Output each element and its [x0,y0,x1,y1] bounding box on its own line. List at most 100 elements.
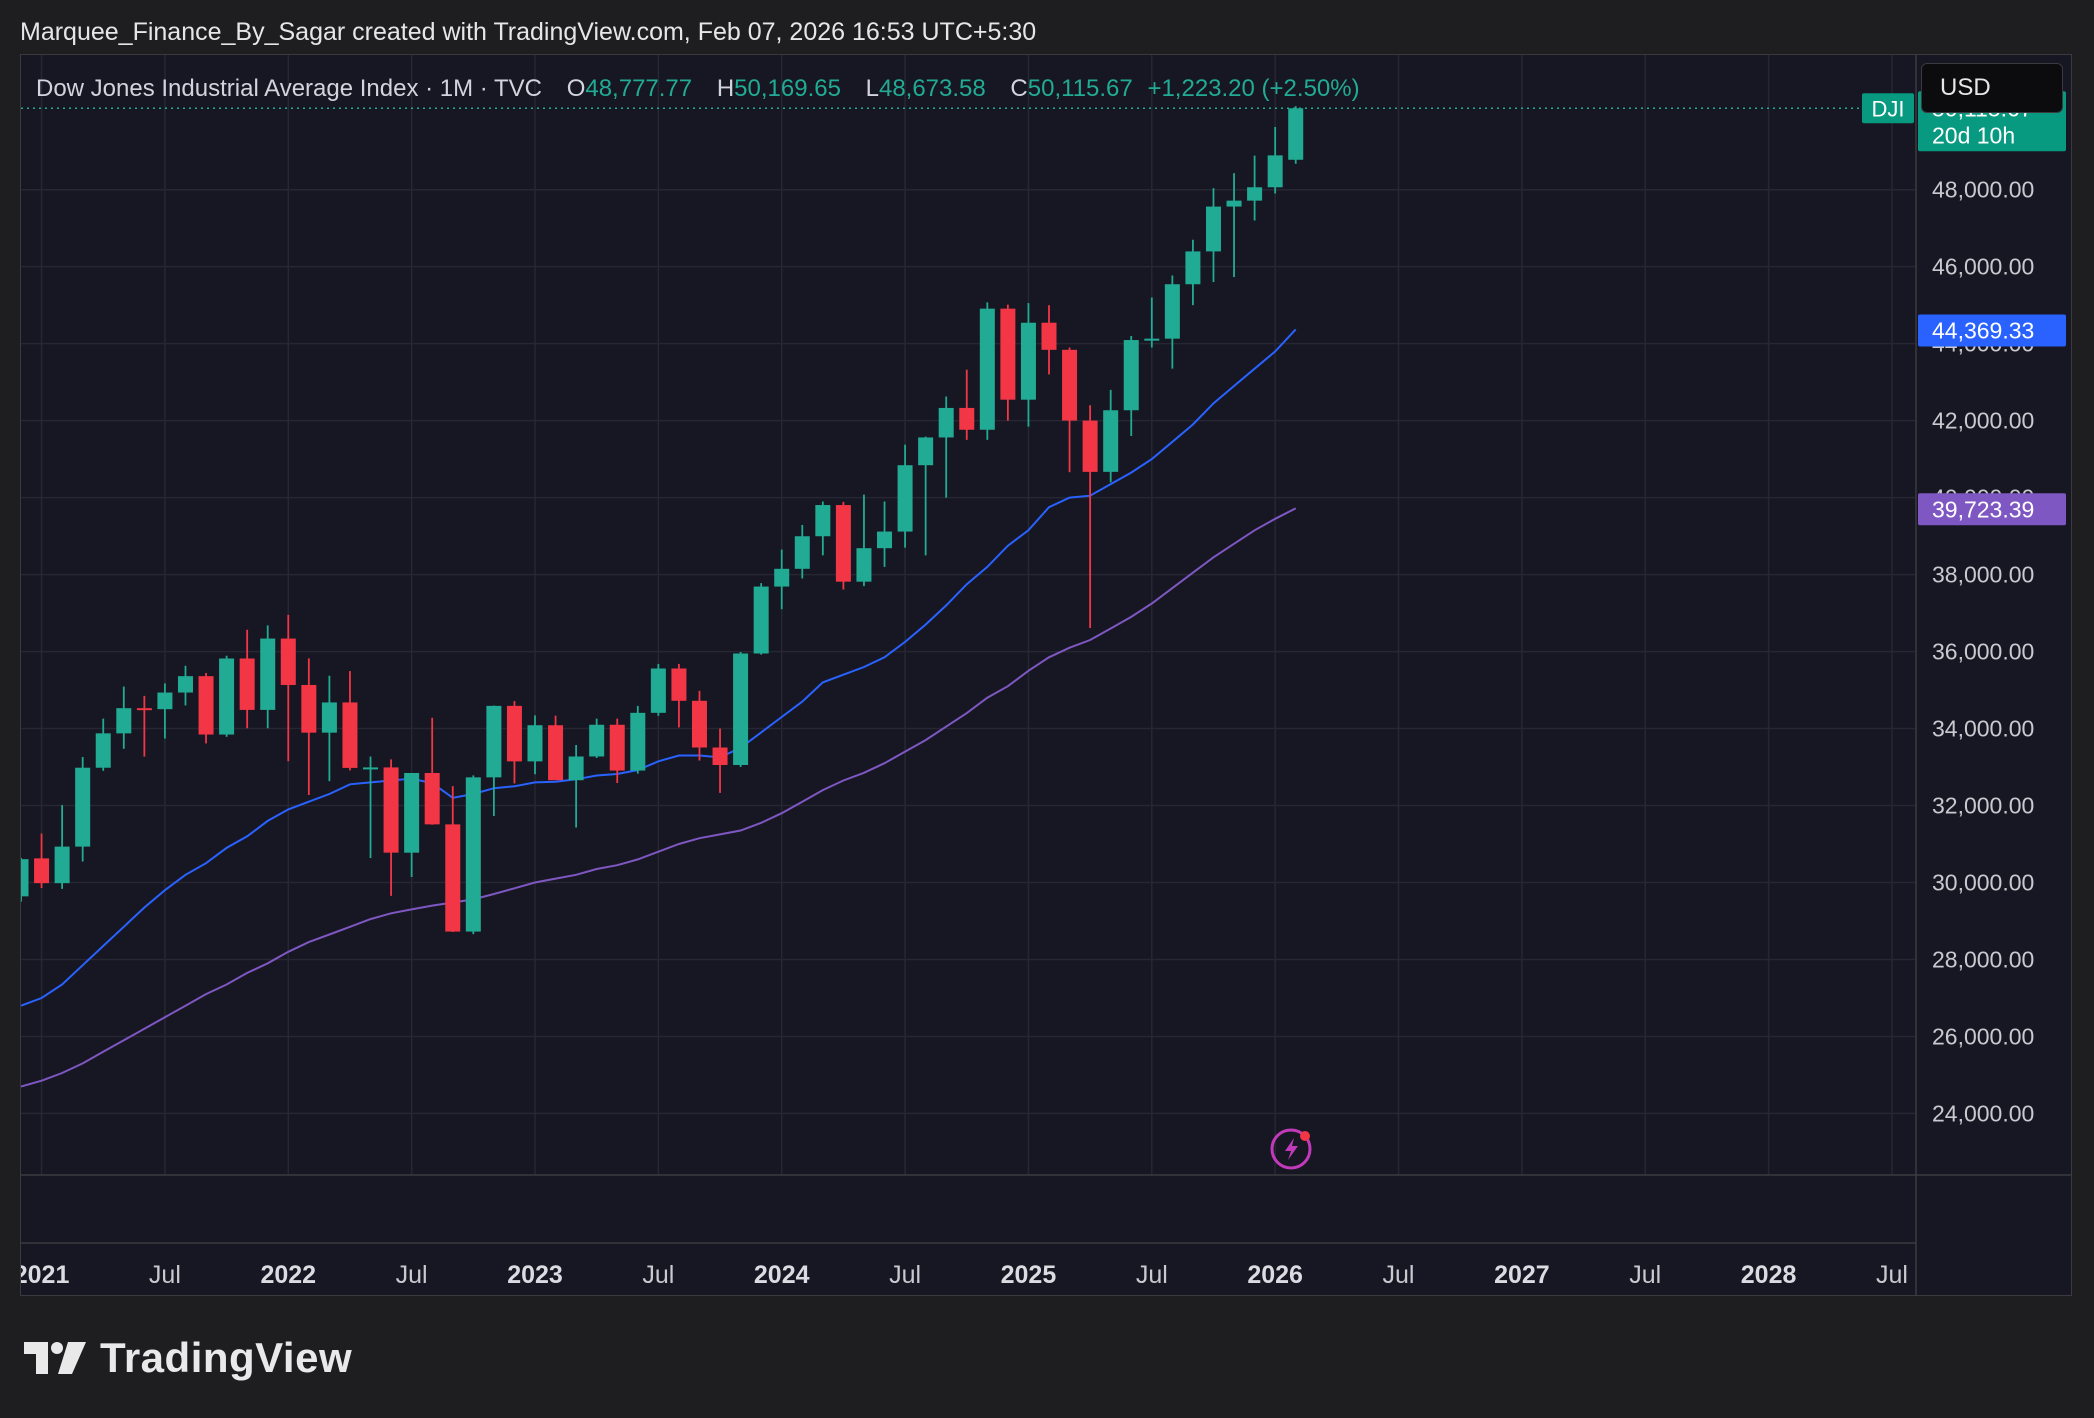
symbol-title: Dow Jones Industrial Average Index · 1M … [36,75,543,102]
indicator-price-label-bg [1918,314,2066,347]
candlestick-chart[interactable]: 24,000.00 26,000.00 28,000.00 30,000.00 32,0… [21,55,2072,1296]
candle-body [1185,251,1201,285]
candle-body [1123,340,1139,411]
tradingview-logo[interactable]: TradingView [24,1334,352,1382]
price-tick-label: 24,000.00 [1932,1100,2034,1126]
candle-body [794,536,810,569]
candle-body [1082,420,1098,472]
open-value: 48,777.77 [585,75,693,102]
candle-body [383,767,399,853]
high-value: 50,169.65 [734,75,841,102]
candle-body [630,712,646,771]
time-tick-label: 2027 [1494,1261,1550,1289]
close-label: C [1010,75,1028,102]
candle-body [835,505,851,582]
price-tick-label: 48,000.00 [1932,177,2034,203]
candle-body [424,772,440,825]
time-tick-label: 2023 [507,1261,563,1289]
time-tick-label: 2026 [1247,1261,1303,1289]
grid [21,55,2071,1295]
candle-body [465,777,481,932]
symbol-legend[interactable]: Dow Jones Industrial Average Index · 1M … [36,75,1360,103]
candle-body [1062,349,1078,421]
candle-body [1020,322,1036,400]
price-tick-label: 28,000.00 [1932,946,2034,972]
alert-lightning-icon[interactable] [1270,1128,1312,1170]
candle-body [136,708,152,711]
candle-body [1144,338,1160,341]
time-axis[interactable]: 2021 Jul 2022 Jul 2023 Jul 2024 Jul 2025 Jul 2026 J… [21,1261,1908,1289]
candle-body [815,505,831,537]
candle-body [506,705,522,762]
price-tick-label: 26,000.00 [1932,1023,2034,1049]
candle-body [897,465,913,532]
close-value: 50,115.67 [1027,75,1133,102]
candle-body [1226,200,1242,207]
candle-body [1041,322,1057,350]
chart-frame[interactable]: 24,000.00 26,000.00 28,000.00 30,000.00 32,0… [20,54,2072,1296]
candle-body [54,846,70,884]
price-tick-label: 30,000.00 [1932,869,2034,895]
time-tick-label: Jul [1383,1261,1415,1289]
candle-body [445,824,461,932]
moving-average-line [21,328,1297,1007]
price-tick-label: 38,000.00 [1932,562,2034,588]
candle-body [589,724,605,757]
candle-body [671,668,687,701]
price-tick-label: 46,000.00 [1932,254,2034,280]
low-value: 48,673.58 [878,75,986,102]
price-tick-label: 36,000.00 [1932,639,2034,665]
candle-body [712,747,728,765]
candle-body [548,725,564,781]
indicator-price-label: 39,723.39 [1932,496,2034,522]
candle-body [979,308,995,430]
candle-body [733,653,749,765]
indicator-price-label: 44,369.33 [1932,317,2034,343]
candle-body [774,568,790,587]
candle-body [938,407,954,438]
candle-body [527,725,543,762]
candle-body [321,702,337,733]
candle-body [609,724,625,771]
candle-body [21,859,29,897]
candle-body [280,638,296,685]
candle-body [260,638,276,710]
time-tick-label: 2024 [754,1261,810,1289]
price-tick-label: 34,000.00 [1932,716,2034,742]
candle-body [177,676,193,693]
chart-caption: Marquee_Finance_By_Sagar created with Tr… [20,18,1037,46]
moving-averages [21,328,1297,1088]
candle-body [34,858,50,884]
price-tick-label: 32,000.00 [1932,793,2034,819]
candle-body [1205,206,1221,252]
candle-body [239,658,255,710]
time-tick-label: Jul [1136,1261,1168,1289]
candle-body [363,767,379,770]
price-tick-label: 42,000.00 [1932,408,2034,434]
candle-body [568,756,584,781]
time-tick-label: 2021 [21,1261,69,1289]
moving-average-line [21,507,1297,1088]
currency-button[interactable]: USD [1921,63,2063,113]
candle-body [404,772,420,853]
candle-body [877,531,893,549]
candle-body [486,705,502,778]
candle-body [918,437,934,466]
candle-body [219,658,235,735]
time-tick-label: Jul [149,1261,181,1289]
time-tick-label: 2022 [260,1261,316,1289]
time-tick-label: 2028 [1741,1261,1797,1289]
candle-body [342,702,358,768]
candle-body [198,676,214,735]
symbol-tag-bg [1862,93,1914,124]
countdown-label: 20d 10h [1932,122,2015,148]
time-tick-label: Jul [396,1261,428,1289]
tradingview-logo-icon [24,1342,86,1374]
candle-body [1164,284,1180,339]
time-tick-label: 2025 [1001,1261,1057,1289]
candle-body [116,708,132,734]
time-tick-label: Jul [642,1261,674,1289]
candle-body [157,692,173,710]
open-label: O [566,75,586,102]
candle-body [301,684,317,733]
